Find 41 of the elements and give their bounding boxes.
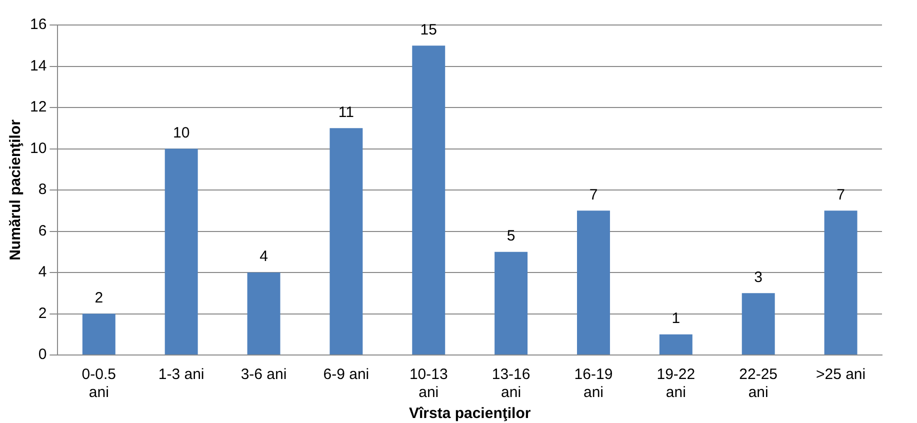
x-tick-label: 16-19 ani	[574, 366, 613, 402]
y-tick-label: 16	[30, 16, 47, 34]
bar	[247, 272, 280, 354]
data-label: 7	[836, 186, 845, 204]
x-tick-label: 6-9 ani	[323, 366, 370, 384]
bar	[659, 334, 692, 354]
bar	[577, 210, 610, 354]
bar	[412, 46, 446, 354]
x-axis-title: Vîrsta pacienţilor	[408, 405, 531, 422]
bar	[330, 128, 363, 354]
data-label: 2	[94, 289, 104, 306]
y-tick-label: 14	[30, 57, 47, 74]
data-label: 5	[506, 228, 516, 245]
x-tick-label: 3-6 ani	[240, 366, 287, 384]
y-tick-label: 8	[38, 181, 47, 198]
y-tick-label: 10	[30, 140, 47, 157]
y-tick-label: 4	[38, 264, 47, 281]
x-tick-label: 19-22 ani	[656, 366, 696, 402]
x-tick-label: 10-13 ani	[409, 366, 448, 402]
y-tick-label: 0	[38, 346, 47, 364]
bar	[742, 293, 775, 354]
x-tick-label: 13-16 ani	[492, 366, 530, 402]
data-label: 10	[172, 124, 190, 142]
data-label: 7	[589, 186, 598, 204]
y-tick-label: 12	[30, 98, 47, 116]
y-tick-label: 2	[38, 304, 47, 322]
bar	[824, 210, 858, 354]
data-label: 3	[754, 268, 763, 286]
data-label: 1	[672, 310, 680, 328]
data-label: 4	[260, 248, 268, 266]
x-tick-label: 22-25 ani	[739, 366, 778, 402]
data-label: 11	[338, 104, 354, 121]
y-axis-title: Numărul pacienţilor	[7, 119, 24, 260]
x-tick-label: 1-3 ani	[158, 366, 204, 384]
x-tick-label: >25 ani	[816, 366, 866, 384]
bar	[82, 314, 116, 354]
bar	[164, 148, 198, 354]
x-tick-label: 0-0.5 ani	[82, 366, 116, 402]
bar	[494, 252, 528, 354]
y-tick-label: 6	[38, 222, 47, 240]
data-label: 15	[420, 21, 437, 38]
